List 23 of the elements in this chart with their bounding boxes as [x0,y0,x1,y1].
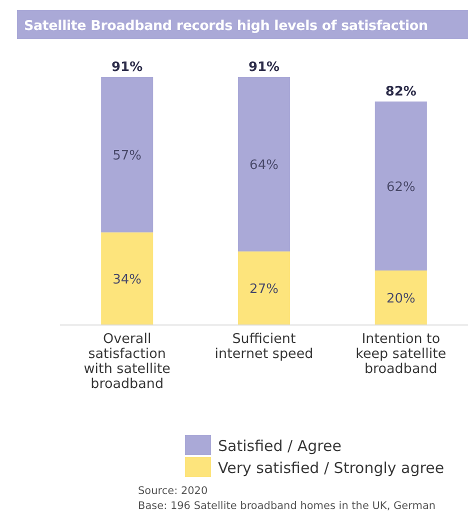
legend-label: Satisfied / Agree [218,437,342,455]
chart-title: Satellite Broadband records high levels of satisfaction [24,18,428,34]
bar [238,77,290,252]
data-label: 34% [112,272,142,288]
bar [238,251,290,325]
source-note: Source: 2020 [138,485,208,497]
bar [374,270,427,325]
data-label: 62% [386,180,416,196]
data-label: 27% [250,282,278,298]
total-label: 91% [248,60,280,75]
legend-label: Very satisfied / Strongly agree [218,459,444,477]
data-label: 64% [250,158,278,174]
total-label: 82% [385,84,416,100]
data-label: 57% [112,148,142,164]
x-tick-label: Sufficient internet speed [214,331,314,362]
bar [101,232,154,325]
text: Base: 196 Satellite broadband homes in the UK, German [138,500,436,512]
bar [101,77,154,232]
x-tick-label: Overall satisfaction with satellite broadband [84,331,170,392]
x-tick-label: Intention to keep satellite broadband [356,331,446,377]
data-label: 20% [386,292,416,307]
bar [374,102,427,270]
total-label: 91% [112,60,143,75]
